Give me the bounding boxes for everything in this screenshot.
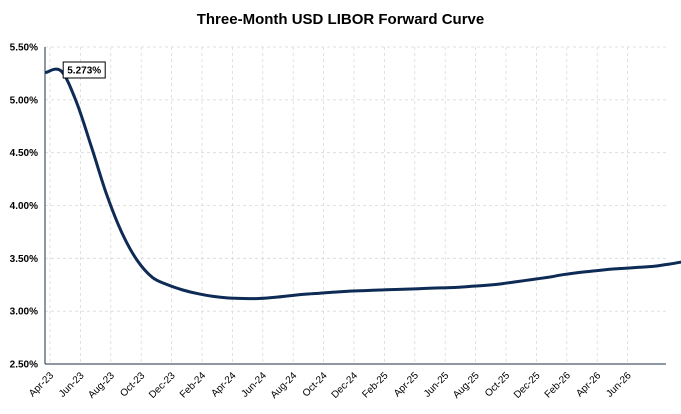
x-tick-label: Apr-24 [210,370,239,399]
data-label-text: 5.273% [67,65,101,76]
y-tick-label: 4.50% [10,148,38,159]
grid-lines [45,46,666,364]
series-line [44,67,681,301]
x-tick-label: Oct-25 [483,370,512,399]
annotation-layer: 5.273% [62,61,106,79]
y-tick-label: 2.50% [10,360,38,371]
x-tick-label: Dec-23 [147,370,178,401]
y-tick-label: 5.50% [10,43,38,54]
data-label-box [62,61,106,79]
x-tick-label: Jun-23 [57,370,87,400]
x-tick-label: Jun-24 [240,370,270,400]
x-tick-label: Aug-25 [451,370,482,401]
x-tick-label: Jun-26 [604,370,634,400]
x-tick-label: Apr-25 [392,370,421,399]
x-tick-label: Jun-25 [422,370,452,400]
x-tick-label: Aug-23 [86,370,117,401]
x-tick-label: Aug-24 [269,370,300,401]
x-tick-label: Dec-25 [512,370,543,401]
x-tick-label: Apr-26 [574,370,603,399]
x-tick-label: Oct-24 [301,370,330,399]
x-tick-label: Dec-24 [330,370,361,401]
x-tick-label: Feb-25 [360,370,390,400]
y-tick-label: 4.00% [10,201,38,212]
x-axis-ticks: Apr-23 Jun-23 Aug-23 Oct-23 Dec-23 Feb-24 Apr-… [27,370,634,401]
series-layer [44,67,681,301]
y-tick-label: 5.00% [10,95,38,106]
x-tick-label: Feb-24 [178,370,208,400]
x-tick-label: Oct-23 [118,370,147,399]
x-tick-label: Apr-23 [27,370,56,399]
y-tick-label: 3.00% [10,307,38,318]
x-tick-label: Feb-26 [543,370,573,400]
y-tick-label: 3.50% [10,254,38,265]
y-axis-ticks: 2.50% 3.00% 3.50% 4.00% 4.50% 5.00% 5.50% [10,43,38,371]
data-label: 5.273% [62,61,106,79]
chart-title: Three-Month USD LIBOR Forward Curve [196,11,485,28]
